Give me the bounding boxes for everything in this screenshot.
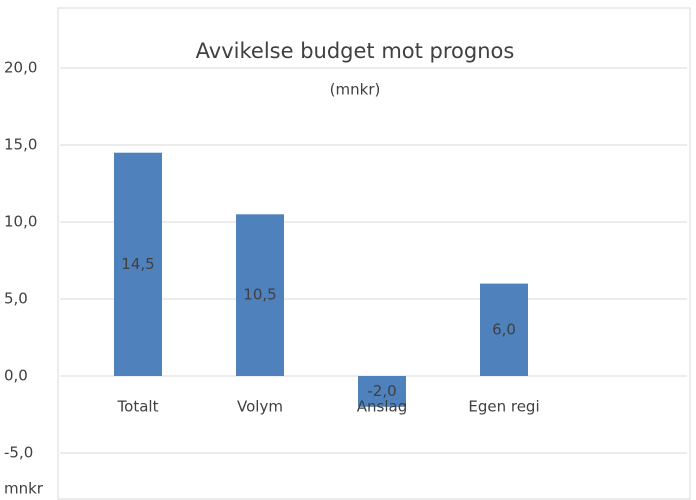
y-tick-label: 5,0	[4, 290, 28, 308]
chart-subtitle: (mnkr)	[330, 81, 381, 99]
bar	[236, 214, 284, 376]
data-label: -2,0	[367, 382, 396, 400]
bar	[480, 283, 528, 376]
y-tick-label: 10,0	[4, 213, 37, 231]
chart-border	[57, 7, 691, 500]
y-tick-label: 15,0	[4, 136, 37, 154]
bar	[358, 376, 406, 407]
y-axis-label: mnkr	[4, 480, 44, 498]
data-label: 6,0	[492, 320, 516, 338]
data-label: 14,5	[121, 255, 154, 273]
y-tick-label: 20,0	[4, 59, 37, 77]
y-tick-label: 0,0	[4, 367, 28, 385]
bar	[114, 152, 162, 376]
x-tick-label: Totalt	[117, 398, 159, 416]
x-tick-label: Anslag	[357, 398, 407, 416]
data-label: 10,5	[243, 286, 276, 304]
chart-title: Avvikelse budget mot prognos	[196, 39, 515, 63]
y-tick-label: -5,0	[4, 444, 33, 462]
x-tick-label: Volym	[237, 398, 283, 416]
x-tick-label: Egen regi	[468, 398, 539, 416]
